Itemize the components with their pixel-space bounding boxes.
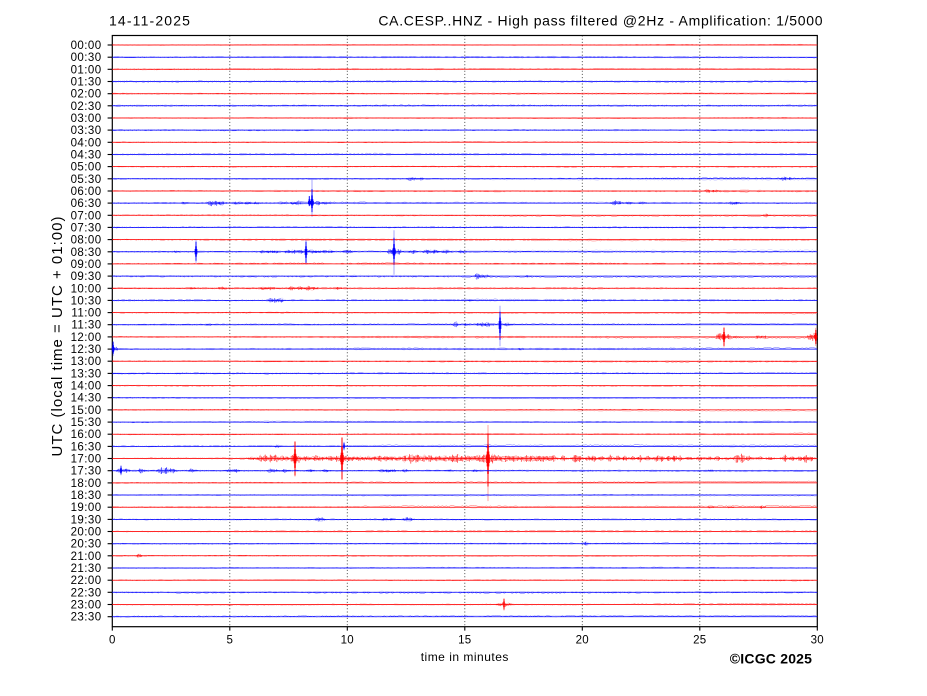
svg-text:30: 30 [811, 635, 824, 647]
svg-text:09:00: 09:00 [71, 259, 102, 271]
svg-text:04:30: 04:30 [71, 150, 102, 162]
svg-text:21:30: 21:30 [71, 563, 102, 575]
svg-text:25: 25 [693, 635, 706, 647]
svg-text:06:30: 06:30 [71, 198, 102, 210]
svg-text:14:00: 14:00 [71, 381, 102, 393]
svg-text:11:00: 11:00 [71, 308, 101, 320]
svg-text:00:00: 00:00 [71, 40, 102, 52]
svg-text:22:30: 22:30 [71, 587, 102, 599]
svg-text:17:30: 17:30 [71, 466, 102, 478]
svg-text:05:00: 05:00 [71, 162, 102, 174]
svg-text:07:00: 07:00 [71, 210, 102, 222]
svg-text:03:00: 03:00 [71, 113, 102, 125]
svg-text:01:30: 01:30 [71, 77, 102, 89]
svg-text:14-11-2025: 14-11-2025 [109, 12, 191, 28]
svg-text:CA.CESP..HNZ - High pass filte: CA.CESP..HNZ - High pass filtered @2Hz -… [378, 12, 823, 28]
svg-text:13:00: 13:00 [71, 356, 102, 368]
svg-text:UTC (local time = UTC + 01:00): UTC (local time = UTC + 01:00) [49, 216, 66, 457]
svg-text:23:00: 23:00 [71, 600, 102, 612]
svg-text:5: 5 [226, 635, 233, 647]
svg-text:07:30: 07:30 [71, 222, 102, 234]
svg-text:15: 15 [458, 635, 471, 647]
svg-text:18:00: 18:00 [71, 478, 102, 490]
svg-text:12:30: 12:30 [71, 344, 102, 356]
svg-text:16:30: 16:30 [71, 441, 102, 453]
svg-text:15:00: 15:00 [71, 405, 102, 417]
svg-text:15:30: 15:30 [71, 417, 102, 429]
svg-text:11:30: 11:30 [71, 320, 101, 332]
svg-text:08:30: 08:30 [71, 247, 102, 259]
svg-text:18:30: 18:30 [71, 490, 102, 502]
svg-text:14:30: 14:30 [71, 393, 102, 405]
svg-text:10:00: 10:00 [71, 283, 102, 295]
svg-text:23:30: 23:30 [71, 612, 102, 624]
svg-text:02:00: 02:00 [71, 89, 102, 101]
svg-text:13:30: 13:30 [71, 368, 102, 380]
svg-text:05:30: 05:30 [71, 174, 102, 186]
svg-text:09:30: 09:30 [71, 271, 102, 283]
svg-text:10: 10 [341, 635, 354, 647]
svg-text:20: 20 [576, 635, 589, 647]
svg-text:19:30: 19:30 [71, 514, 102, 526]
svg-text:04:00: 04:00 [71, 137, 102, 149]
svg-text:12:00: 12:00 [71, 332, 102, 344]
svg-text:19:00: 19:00 [71, 502, 102, 514]
svg-text:20:00: 20:00 [71, 527, 102, 539]
svg-text:©ICGC 2025: ©ICGC 2025 [730, 650, 812, 666]
svg-text:22:00: 22:00 [71, 575, 102, 587]
svg-text:time in minutes: time in minutes [421, 650, 509, 664]
svg-text:02:30: 02:30 [71, 101, 102, 113]
svg-text:01:00: 01:00 [71, 64, 102, 76]
svg-text:06:00: 06:00 [71, 186, 102, 198]
svg-text:00:30: 00:30 [71, 52, 102, 64]
svg-text:21:00: 21:00 [71, 551, 102, 563]
svg-text:08:00: 08:00 [71, 235, 102, 247]
svg-text:10:30: 10:30 [71, 295, 102, 307]
svg-text:03:30: 03:30 [71, 125, 102, 137]
svg-text:20:30: 20:30 [71, 539, 102, 551]
svg-text:17:00: 17:00 [71, 454, 102, 466]
svg-text:16:00: 16:00 [71, 429, 102, 441]
svg-text:0: 0 [109, 635, 116, 647]
